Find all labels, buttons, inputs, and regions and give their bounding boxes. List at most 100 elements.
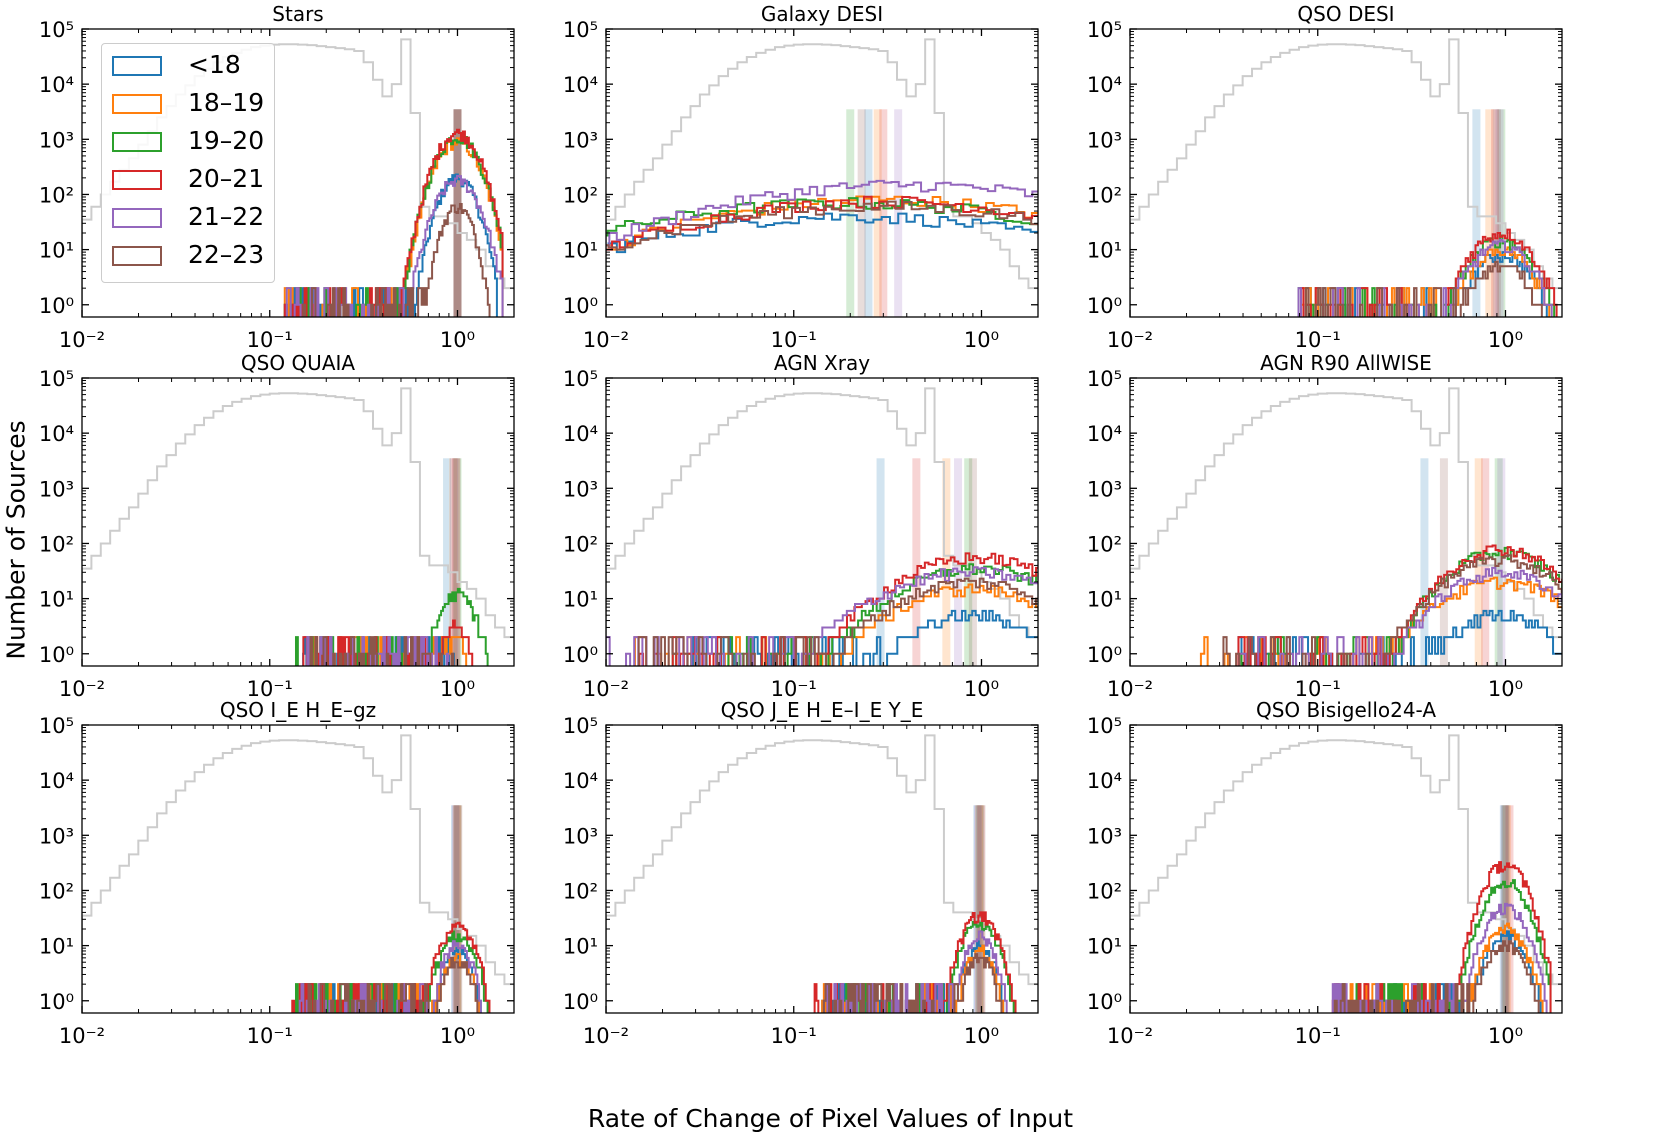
subplot-8: 10⁰ 10¹ 10² 10³ 10⁴ 10⁵ 10⁻² 10⁻¹ 10⁰ QSO J_E H_E… <box>563 698 1039 1048</box>
series-histogram <box>822 930 1008 1013</box>
y-tick-label: 10¹ <box>39 588 74 612</box>
series-histogram <box>294 930 489 1013</box>
x-tick-label: 10⁻¹ <box>771 677 817 701</box>
legend-swatch <box>112 56 162 76</box>
y-tick-label: 10¹ <box>39 239 74 263</box>
series-histogram <box>1297 238 1553 317</box>
median-band <box>1499 805 1508 1013</box>
y-tick-label: 10³ <box>1087 128 1122 152</box>
median-band <box>1497 109 1506 317</box>
median-band <box>1420 458 1429 666</box>
series-histogram <box>606 200 1038 251</box>
y-tick-label: 10⁵ <box>1087 714 1122 738</box>
plot-area <box>606 387 1038 666</box>
series-histogram <box>302 203 491 317</box>
median-band <box>864 109 873 317</box>
median-band <box>1491 109 1500 317</box>
subplot-title: AGN R90 AllWISE <box>1260 351 1432 375</box>
series-histogram <box>606 566 1038 666</box>
y-tick-label: 10⁴ <box>39 422 74 446</box>
plot-area <box>1130 734 1562 1013</box>
background-histogram <box>1130 38 1562 317</box>
plot-area <box>606 38 1038 317</box>
x-tick-label: 10⁻² <box>583 1024 629 1048</box>
y-tick-label: 10³ <box>1087 824 1122 848</box>
axes-frame <box>1129 28 1563 318</box>
y-tick-label: 10⁰ <box>563 990 598 1014</box>
y-tick-label: 10⁴ <box>563 422 598 446</box>
x-tick-label: 10⁰ <box>964 328 999 352</box>
y-tick-label: 10³ <box>39 128 74 152</box>
subplot-1: 10⁰ 10¹ 10² 10³ 10⁴ 10⁵ 10⁻² 10⁻¹ 10⁰ Stars <box>39 2 515 352</box>
median-band <box>873 109 882 317</box>
x-tick-label: 10⁰ <box>964 1024 999 1048</box>
median-band <box>451 458 460 666</box>
x-tick-label: 10⁻² <box>583 677 629 701</box>
y-tick-label: 10³ <box>563 128 598 152</box>
x-tick-label: 10⁰ <box>440 328 475 352</box>
median-band <box>977 805 986 1013</box>
legend-label: <18 <box>188 50 241 79</box>
x-tick-label: 10⁰ <box>1488 328 1523 352</box>
subplot-title: Stars <box>272 2 323 26</box>
series-histogram <box>1237 609 1562 666</box>
median-band <box>964 458 973 666</box>
y-tick-label: 10³ <box>1087 477 1122 501</box>
y-tick-label: 10⁴ <box>563 73 598 97</box>
y-tick-label: 10¹ <box>563 588 598 612</box>
median-band <box>1474 458 1483 666</box>
x-tick-label: 10⁻¹ <box>247 328 293 352</box>
y-tick-label: 10⁵ <box>39 714 74 738</box>
y-tick-label: 10⁰ <box>563 294 598 318</box>
plot-area <box>606 734 1038 1013</box>
series-histogram <box>637 577 1038 666</box>
median-band <box>976 805 985 1013</box>
median-band <box>1503 805 1512 1013</box>
subplot-5: 10⁰ 10¹ 10² 10³ 10⁴ 10⁵ 10⁻² 10⁻¹ 10⁰ AGN Xray <box>563 351 1039 701</box>
legend-swatch <box>112 208 162 228</box>
y-tick-label: 10⁰ <box>39 643 74 667</box>
subplot-title: QSO J_E H_E–I_E Y_E <box>721 698 924 722</box>
legend-label: 21–22 <box>188 202 265 231</box>
y-tick-label: 10¹ <box>1087 588 1122 612</box>
legend-swatch <box>112 246 162 266</box>
y-tick-label: 10⁵ <box>39 18 74 42</box>
series-histogram <box>1222 554 1562 666</box>
y-tick-label: 10³ <box>39 824 74 848</box>
legend-item: 19–20 <box>110 124 270 155</box>
subplot-title: AGN Xray <box>774 351 870 375</box>
legend-label: 22–23 <box>188 240 265 269</box>
y-tick-label: 10⁰ <box>39 990 74 1014</box>
median-band <box>975 805 984 1013</box>
median-band <box>975 805 984 1013</box>
subplot-9: 10⁰ 10¹ 10² 10³ 10⁴ 10⁵ 10⁻² 10⁻¹ 10⁰ QSO Bisigel… <box>1087 698 1563 1048</box>
y-tick-label: 10⁵ <box>563 714 598 738</box>
median-band <box>879 109 888 317</box>
median-band <box>450 458 459 666</box>
y-tick-label: 10⁵ <box>563 367 598 391</box>
median-band <box>453 458 462 666</box>
series-histogram <box>606 179 1038 247</box>
subplot-title: QSO QUAIA <box>241 351 355 375</box>
y-tick-label: 10¹ <box>1087 239 1122 263</box>
x-tick-label: 10⁻¹ <box>771 328 817 352</box>
y-tick-label: 10³ <box>563 477 598 501</box>
subplot-2: 10⁰ 10¹ 10² 10³ 10⁴ 10⁵ 10⁻² 10⁻¹ 10⁰ Galaxy DESI <box>563 2 1039 352</box>
series-histogram <box>298 940 482 1013</box>
legend-swatch <box>112 94 162 114</box>
y-tick-label: 10² <box>1087 532 1122 556</box>
median-band <box>1495 109 1504 317</box>
x-tick-label: 10⁰ <box>1488 1024 1523 1048</box>
legend-swatch <box>112 132 162 152</box>
median-band <box>1485 109 1494 317</box>
background-histogram <box>606 734 1038 1013</box>
legend-item: <18 <box>110 48 270 79</box>
x-tick-label: 10⁰ <box>964 677 999 701</box>
y-tick-label: 10⁰ <box>1087 643 1122 667</box>
y-tick-label: 10⁴ <box>39 73 74 97</box>
x-tick-label: 10⁻² <box>1107 677 1153 701</box>
median-band <box>973 805 982 1013</box>
median-band <box>454 805 463 1013</box>
series-histogram <box>1331 902 1548 1013</box>
median-band <box>1505 805 1514 1013</box>
